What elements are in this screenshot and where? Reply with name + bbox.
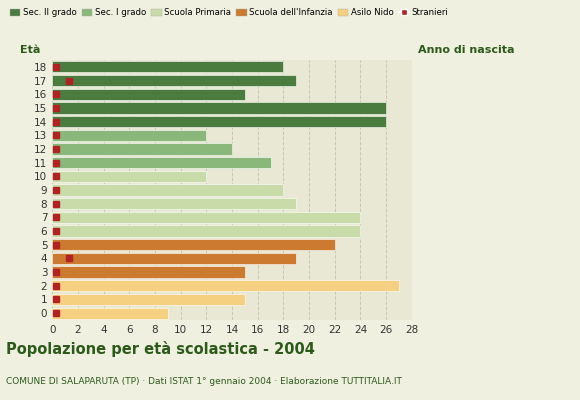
Bar bbox=[52, 88, 245, 100]
Bar bbox=[52, 253, 296, 264]
Bar bbox=[52, 157, 270, 168]
Bar bbox=[52, 266, 245, 278]
Bar bbox=[52, 212, 360, 223]
Bar bbox=[52, 184, 284, 196]
Text: Popolazione per età scolastica - 2004: Popolazione per età scolastica - 2004 bbox=[6, 341, 315, 357]
Text: COMUNE DI SALAPARUTA (TP) · Dati ISTAT 1° gennaio 2004 · Elaborazione TUTTITALIA: COMUNE DI SALAPARUTA (TP) · Dati ISTAT 1… bbox=[6, 377, 402, 386]
Bar bbox=[52, 308, 168, 319]
Bar bbox=[52, 294, 245, 305]
Legend: Sec. II grado, Sec. I grado, Scuola Primaria, Scuola dell'Infanzia, Asilo Nido, : Sec. II grado, Sec. I grado, Scuola Prim… bbox=[10, 8, 448, 17]
Bar bbox=[52, 226, 360, 237]
Bar bbox=[52, 61, 284, 72]
Text: Età: Età bbox=[20, 45, 40, 55]
Bar bbox=[52, 198, 296, 209]
Bar bbox=[52, 143, 232, 154]
Bar bbox=[52, 171, 206, 182]
Bar bbox=[52, 75, 296, 86]
Bar bbox=[52, 116, 386, 127]
Bar bbox=[52, 239, 335, 250]
Bar bbox=[52, 130, 206, 141]
Text: Anno di nascita: Anno di nascita bbox=[418, 45, 514, 55]
Bar bbox=[52, 102, 386, 114]
Bar bbox=[52, 280, 399, 291]
